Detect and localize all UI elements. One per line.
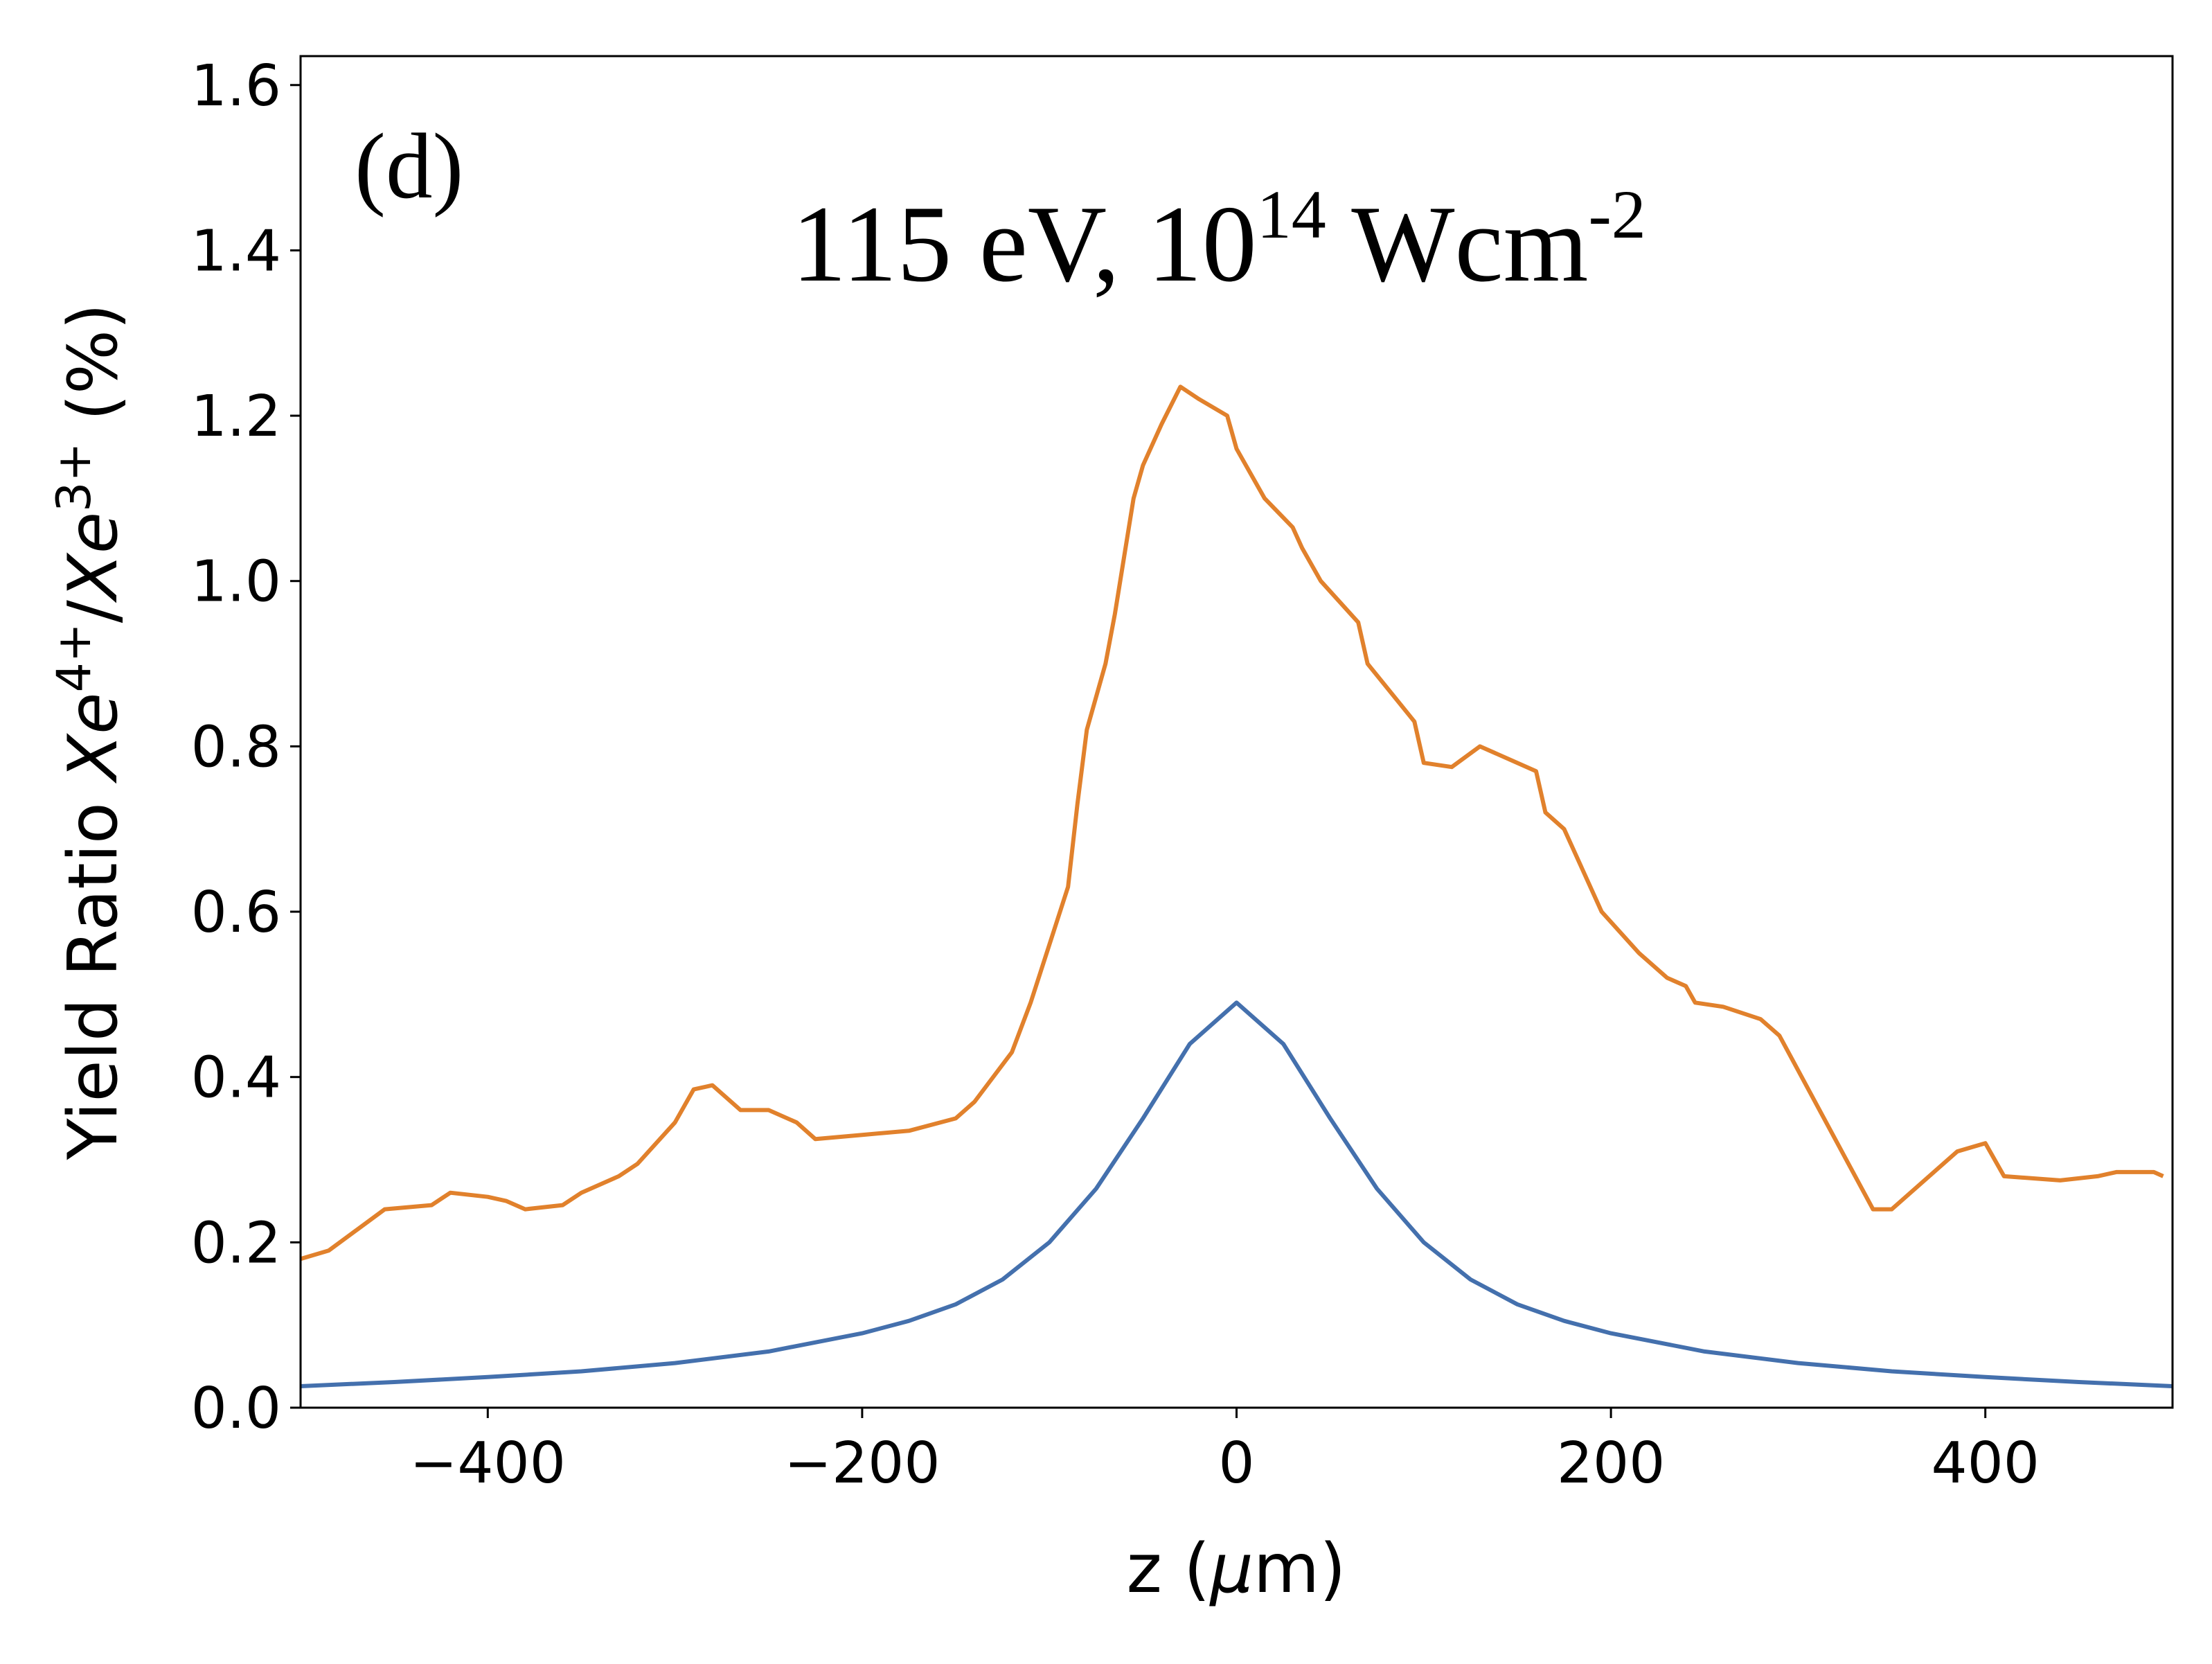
- y-axis-label-part: /: [54, 599, 133, 623]
- y-tick-label: 0.0: [191, 1376, 281, 1442]
- x-axis-label: z (μm): [1127, 1530, 1346, 1609]
- y-tick-label: 1.0: [191, 549, 281, 615]
- y-tick-label: 0.4: [191, 1045, 281, 1111]
- y-tick-label: 1.4: [191, 218, 281, 284]
- title-text: 115 eV, 10: [792, 184, 1257, 305]
- x-axis-label-part: μ: [1208, 1530, 1253, 1609]
- title-text: Wcm: [1326, 184, 1589, 305]
- plot-area: −400 −200 0 200 400 0.0 0.2 0.4 0.6 0.8 1.0 1.2 1.4 1…: [191, 53, 2174, 1496]
- title-superscript: -2: [1589, 176, 1646, 253]
- y-axis-label-part: (%): [54, 303, 133, 443]
- y-tick-label: 0.2: [191, 1210, 281, 1276]
- y-axis-label-part: Xe: [54, 512, 133, 603]
- y-axis-label-part: Yield Ratio: [54, 781, 133, 1160]
- y-tick-label: 0.8: [191, 714, 281, 780]
- y-tick-label: 1.2: [191, 384, 281, 450]
- chart-title: 115 eV, 1014 Wcm-2: [792, 176, 1646, 305]
- x-tick-label: −200: [784, 1431, 940, 1496]
- line-series: [301, 384, 2164, 1262]
- x-tick-label: 200: [1557, 1431, 1666, 1496]
- y-tick-label: 1.6: [191, 53, 281, 119]
- x-tick-label: 0: [1218, 1431, 1254, 1496]
- title-superscript: 14: [1257, 176, 1326, 253]
- y-tick-label: 0.6: [191, 880, 281, 946]
- x-axis-label-part: z (: [1127, 1530, 1211, 1609]
- y-axis-label-part: 4+: [47, 623, 102, 692]
- y-axis-label-part: 3+: [47, 443, 102, 512]
- panel-label: (d): [355, 115, 463, 218]
- line-series: [301, 1000, 2173, 1388]
- y-axis-label: Yield Ratio Xe4+/Xe3+ (%): [47, 303, 133, 1160]
- y-axis-label-part: Xe: [54, 693, 133, 784]
- x-tick-label: 400: [1931, 1431, 2040, 1496]
- x-tick-label: −400: [410, 1431, 566, 1496]
- x-axis-label-part: m): [1254, 1530, 1346, 1609]
